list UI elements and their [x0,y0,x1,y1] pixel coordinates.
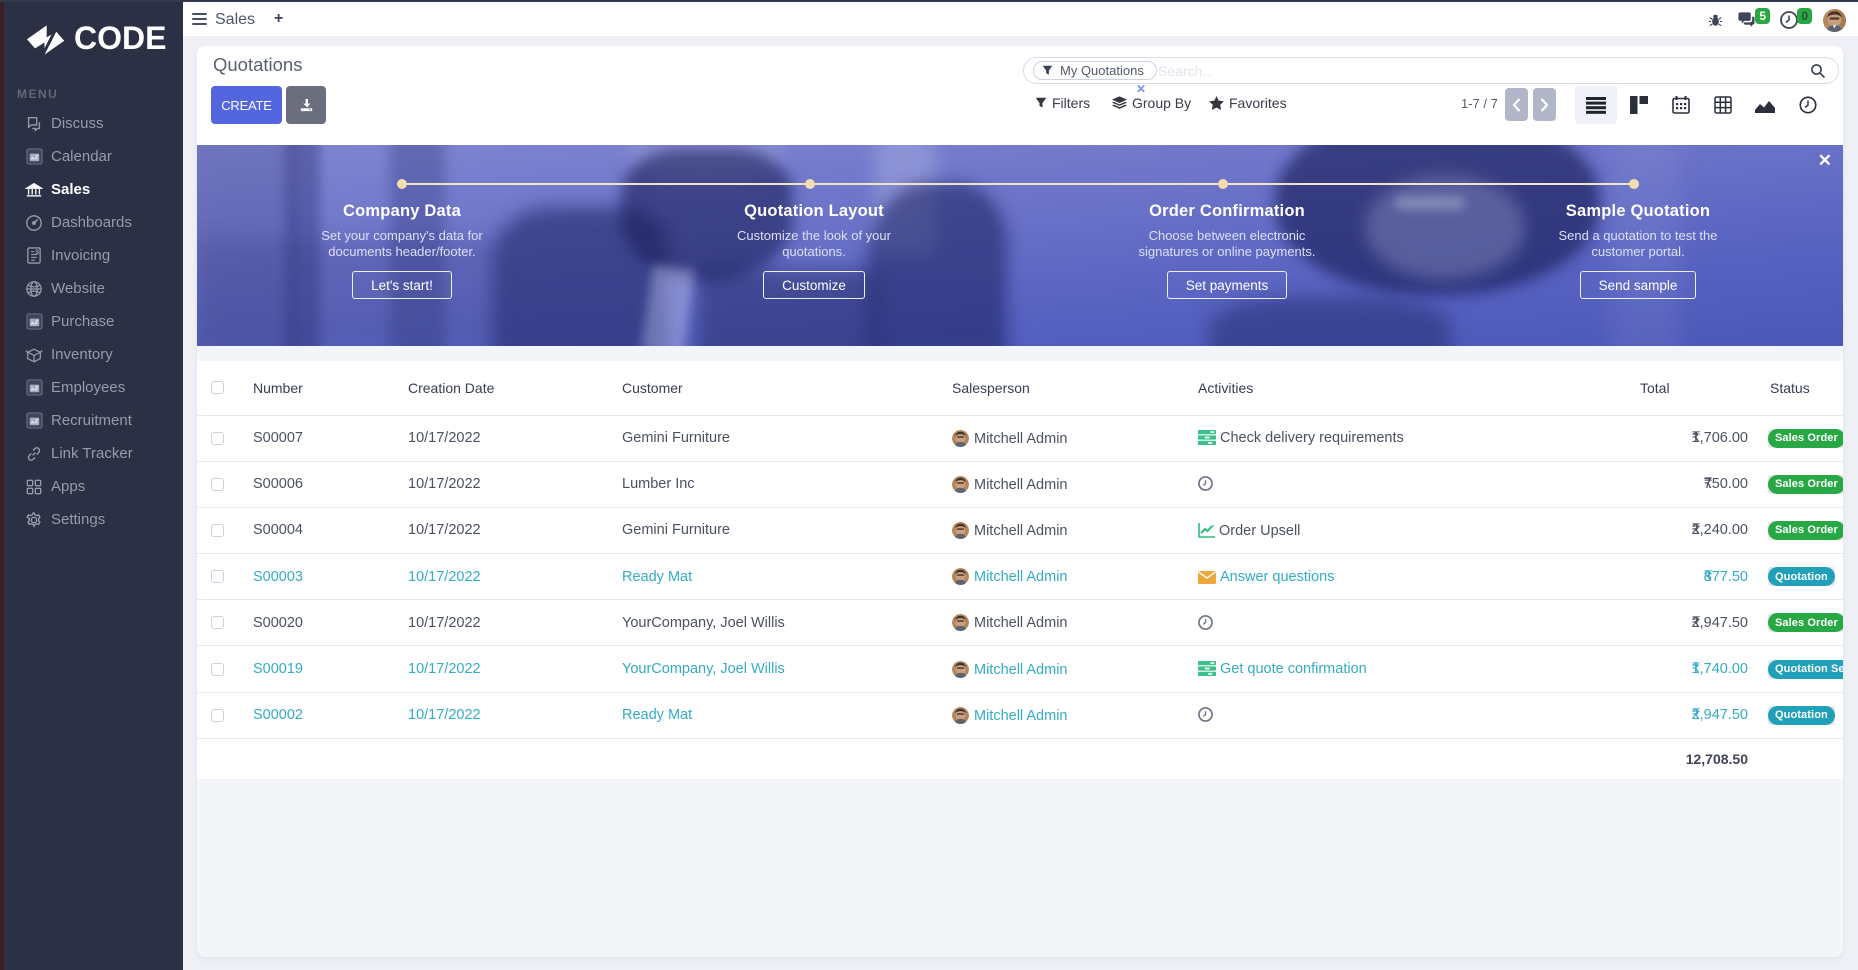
svg-text:$: $ [35,249,39,256]
